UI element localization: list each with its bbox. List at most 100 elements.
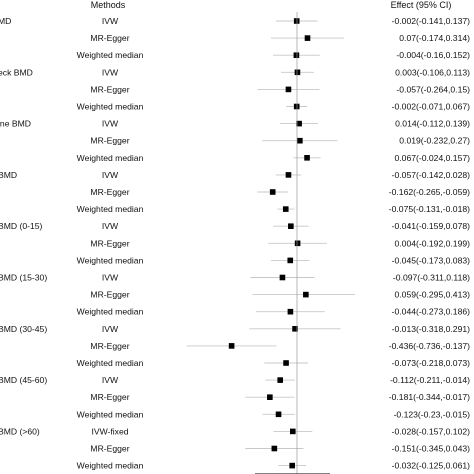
method-label: MR-Egger [90,238,129,248]
method-label: IVW-fixed [91,426,128,436]
forest-row: MR-Egger -0.436(-0.736,-0.137) [90,341,470,351]
forest-row: BMD (30-45) IVW -0.013(-0.318,0.291) [0,324,470,334]
group-label: eck BMD [0,67,33,77]
forest-row: MR-Egger -0.151(-0.345,0.043) [90,444,470,454]
forest-row: MD IVW -0.002(-0.141,0.137) [0,16,470,26]
group-label: ine BMD [0,119,31,129]
group-label: BMD (15-30) [0,273,47,283]
forest-row: Weighted median -0.073(-0.218,0.073) [77,358,470,368]
method-label: Weighted median [77,409,144,419]
forest-row: MR-Egger 0.019(-0.232,0.27) [90,136,470,146]
effect-value: -0.041(-0.159,0.078) [392,221,470,231]
method-label: MR-Egger [90,33,129,43]
effect-value: -0.032(-0.125,0.061) [392,461,470,471]
effect-value: 0.003(-0.106,0.113) [395,67,470,77]
method-label: MR-Egger [90,341,129,351]
point-estimate [294,240,301,247]
method-label: MR-Egger [90,187,129,197]
method-label: MR-Egger [90,392,129,402]
method-label: MR-Egger [90,84,129,94]
method-label: Weighted median [77,358,144,368]
effect-value: -0.181(-0.344,-0.017) [389,392,470,402]
point-estimate [304,155,310,161]
method-label: IVW [102,16,119,26]
point-estimate [269,189,276,195]
effect-value: -0.004(-0.16,0.152) [396,50,470,60]
group-label: BMD (30-45) [0,324,47,334]
effect-value: -0.075(-0.131,-0.018) [389,204,470,214]
group-label: BMD (>60) [0,426,40,436]
effect-value: -0.057(-0.264,0.15) [396,84,470,94]
effect-value: -0.162(-0.265,-0.059) [389,187,470,197]
forest-row: MR-Egger 0.07(-0.174,0.314) [90,33,470,43]
effect-value: -0.002(-0.141,0.137) [392,16,470,26]
method-label: IVW [102,67,119,77]
method-label: IVW [102,375,119,385]
point-estimate [294,69,301,76]
forest-row: Weighted median -0.123(-0.23,-0.015) [77,409,471,419]
effect-value: 0.014(-0.112,0.139) [395,119,470,129]
method-label: Weighted median [77,50,144,60]
method-label: MR-Egger [90,136,129,146]
forest-row: Weighted median -0.004(-0.16,0.152) [77,50,470,60]
effect-value: -0.123(-0.23,-0.015) [394,409,471,419]
method-label: IVW [102,170,119,180]
effect-value: -0.112(-0.211,-0.014) [390,375,470,385]
method-label: Weighted median [77,102,144,112]
effect-value: -0.002(-0.071,0.067) [392,102,470,112]
method-label: Weighted median [77,461,144,471]
method-label: IVW [102,221,119,231]
forest-row: BMD (0-15) IVW -0.041(-0.159,0.078) [0,221,470,231]
forest-row: eck BMD IVW 0.003(-0.106,0.113) [0,67,470,77]
point-estimate [285,172,292,178]
group-label: MD [0,16,11,26]
point-estimate [296,120,302,127]
point-estimate [228,343,235,349]
effect-value: -0.013(-0.318,0.291) [392,324,470,334]
point-estimate [290,428,296,435]
effect-value: 0.004(-0.192,0.199) [395,238,471,248]
effect-value: -0.028(-0.157,0.102) [392,426,470,436]
point-estimate [267,394,273,400]
point-estimate [297,137,303,144]
point-estimate [271,445,278,452]
method-label: MR-Egger [90,290,129,300]
effect-value: -0.045(-0.173,0.083) [392,255,470,265]
point-estimate [303,291,309,298]
method-label: IVW [102,273,119,283]
forest-row: BMD IVW -0.057(-0.142,0.028) [0,170,470,180]
effect-value: 0.019(-0.232,0.27) [399,136,470,146]
point-estimate [277,377,283,383]
effect-value: 0.07(-0.174,0.314) [399,33,470,43]
method-label: IVW [102,324,119,334]
forest-row: ine BMD IVW 0.014(-0.112,0.139) [0,119,470,129]
point-estimate [292,326,298,332]
point-estimate [287,257,294,264]
effect-value: -0.436(-0.736,-0.137) [389,341,470,351]
forest-row: Weighted median -0.045(-0.173,0.083) [77,255,470,265]
forest-row: BMD (>60) IVW-fixed -0.028(-0.157,0.102) [0,426,470,436]
forest-row: MR-Egger -0.181(-0.344,-0.017) [90,392,470,402]
forest-row: Weighted median 0.067(-0.024,0.157) [77,153,470,163]
forest-row: MR-Egger 0.004(-0.192,0.199) [90,238,470,248]
method-label: Weighted median [77,204,144,214]
effect-header: Effect (95% CI) [391,0,452,10]
point-estimate [275,411,282,418]
point-estimate [285,86,292,93]
method-label: Weighted median [77,153,144,163]
point-estimate [304,35,311,41]
methods-header: Methods [91,0,126,10]
point-estimate [282,206,289,212]
point-estimate [283,360,289,366]
effect-value: -0.044(-0.273,0.186) [392,307,470,317]
effect-value: -0.073(-0.218,0.073) [392,358,470,368]
forest-row: MR-Egger 0.059(-0.295,0.413) [90,290,470,300]
forest-row: BMD (45-60) IVW -0.112(-0.211,-0.014) [0,375,470,385]
point-estimate [287,308,294,315]
point-estimate [279,274,286,281]
effect-value: -0.057(-0.142,0.028) [392,170,470,180]
group-label: BMD (45-60) [0,375,47,385]
point-estimate [289,462,295,469]
forest-rows: MD IVW -0.002(-0.141,0.137) MR-Egger 0.07(-0… [0,16,470,471]
